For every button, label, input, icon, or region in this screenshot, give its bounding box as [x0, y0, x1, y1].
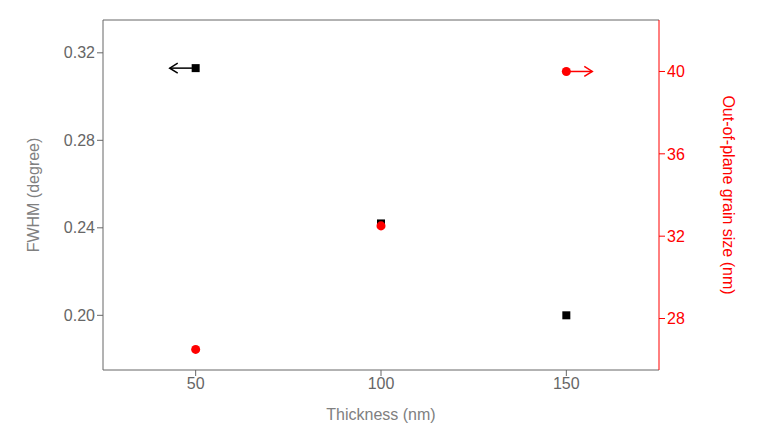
svg-text:0.20: 0.20	[64, 307, 95, 324]
svg-text:100: 100	[368, 375, 395, 392]
svg-text:150: 150	[553, 375, 580, 392]
svg-text:32: 32	[667, 228, 685, 245]
svg-text:0.28: 0.28	[64, 132, 95, 149]
svg-text:FWHM (degree): FWHM (degree)	[25, 138, 42, 253]
svg-text:50: 50	[187, 375, 205, 392]
svg-text:28: 28	[667, 310, 685, 327]
svg-text:Thickness (nm): Thickness (nm)	[326, 406, 435, 423]
svg-text:0.32: 0.32	[64, 44, 95, 61]
svg-text:36: 36	[667, 146, 685, 163]
svg-text:40: 40	[667, 63, 685, 80]
svg-text:0.24: 0.24	[64, 219, 95, 236]
svg-text:Out-of-plane grain size (nm): Out-of-plane grain size (nm)	[720, 95, 737, 294]
